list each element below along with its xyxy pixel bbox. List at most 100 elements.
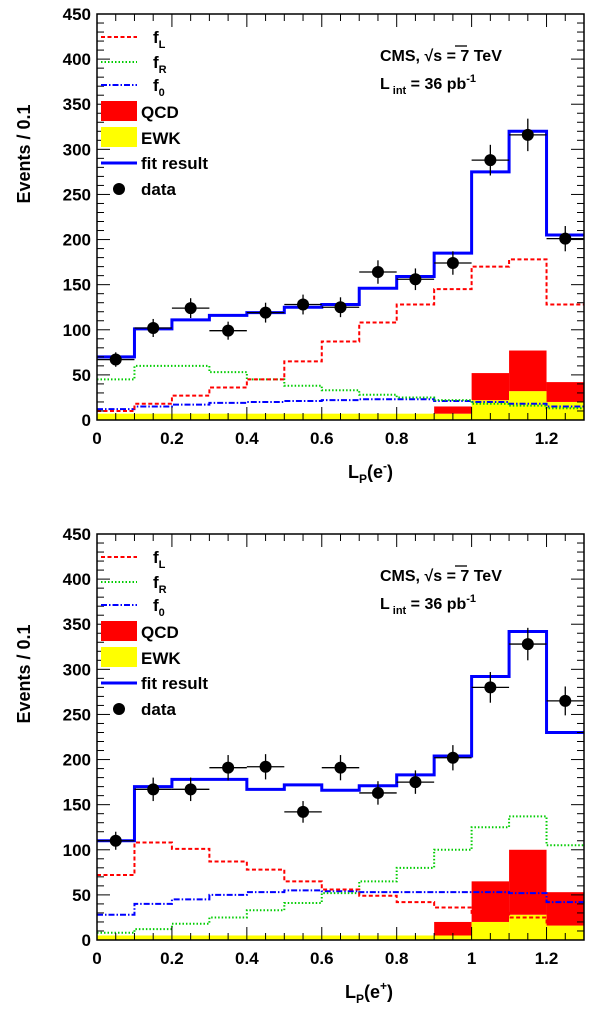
x-tick-label: 0.8 (385, 949, 409, 968)
data-point (409, 273, 422, 286)
panel-positron: 0 50 100 150 200 250 300 350 400 450 0 0.2 0.4 0.6 0.8… (14, 525, 585, 1006)
legend-label-qcd: QCD (141, 623, 179, 642)
x-axis-title: LP(e+) (345, 979, 393, 1006)
qcd-bar (509, 849, 547, 915)
ewk-bar (471, 921, 510, 940)
data-point (334, 761, 347, 774)
x-tick-label: 1.2 (535, 949, 559, 968)
y-axis-title: Events / 0.1 (14, 104, 34, 203)
y-tick-label: 400 (63, 50, 91, 69)
x-tick-label: 0.2 (160, 949, 184, 968)
fR-curve (97, 815, 584, 934)
cms-annotation: CMS, √s = 7 TeV L int = 36 pb-1 (380, 565, 502, 617)
legend-swatch-qcd (101, 621, 137, 641)
data-point (259, 760, 272, 773)
x-tick-label: 0.8 (385, 429, 409, 448)
data-point (109, 353, 122, 366)
data-point (371, 266, 384, 279)
fL-curve (97, 841, 584, 925)
data-point (446, 257, 459, 270)
qcd-bar (546, 892, 584, 926)
y-tick-label: 450 (63, 525, 91, 544)
legend-label-fR: fR (153, 573, 167, 596)
legend-label-data: data (141, 180, 177, 199)
data-point (484, 154, 497, 167)
y-tick-label: 350 (63, 615, 91, 634)
x-tick-label: 1.2 (535, 429, 559, 448)
ewk-bar (546, 925, 584, 940)
data-point (147, 321, 160, 334)
data-point (184, 783, 197, 796)
x-tick-label: 0.6 (310, 949, 334, 968)
y-tick-label: 200 (63, 751, 91, 770)
y-tick-label: 200 (63, 231, 91, 250)
legend-label-data: data (141, 700, 177, 719)
data-point (184, 302, 197, 315)
data-point (297, 805, 310, 818)
data-point (109, 834, 122, 847)
legend-label-qcd: QCD (141, 103, 179, 122)
y-axis-title: Events / 0.1 (14, 624, 34, 723)
y-tick-label: 400 (63, 570, 91, 589)
legend-label-ewk: EWK (141, 129, 181, 148)
y-tick-label: 350 (63, 95, 91, 114)
data-point (484, 681, 497, 694)
x-tick-label: 0 (92, 429, 101, 448)
f0-curve (97, 889, 584, 916)
legend-label-fR: fR (153, 53, 167, 76)
cms-energy-label: CMS, √s = 7 TeV (380, 48, 502, 65)
data-point (297, 298, 310, 311)
legend-swatch-data (113, 183, 125, 195)
y-tick-label: 150 (63, 276, 91, 295)
data-point (559, 232, 572, 245)
data-point (259, 306, 272, 319)
qcd-bar (471, 881, 510, 922)
ewk-bar (471, 400, 510, 420)
cms-annotation: CMS, √s = 7 TeV L int = 36 pb-1 (380, 45, 502, 97)
qcd-bar (509, 350, 547, 392)
y-tick-label: 250 (63, 705, 91, 724)
legend-label-f0: f0 (153, 596, 165, 619)
y-tick-label: 250 (63, 185, 91, 204)
data-point (521, 638, 534, 651)
x-tick-label: 0.4 (235, 949, 259, 968)
y-tick-label: 150 (63, 796, 91, 815)
legend-label-ewk: EWK (141, 649, 181, 668)
data-point (446, 751, 459, 764)
legend-label-fL: fL (153, 28, 166, 51)
qcd-bar (434, 406, 472, 414)
legend-label-fit: fit result (141, 674, 208, 693)
cms-energy-label: CMS, √s = 7 TeV (380, 568, 502, 585)
fit-result-curve (97, 629, 584, 843)
legend-swatch-qcd (101, 101, 137, 121)
qcd-bar (546, 382, 584, 402)
y-tick-label: 100 (63, 841, 91, 860)
y-tick-label: 0 (82, 411, 91, 430)
x-tick-label: 1 (467, 949, 476, 968)
legend-label-fL: fL (153, 548, 166, 571)
y-tick-label: 300 (63, 140, 91, 159)
y-tick-label: 0 (82, 931, 91, 950)
y-tick-label: 50 (72, 366, 91, 385)
data-point (222, 324, 235, 337)
legend-swatch-data (113, 703, 125, 715)
y-tick-label: 100 (63, 321, 91, 340)
panel-electron: 0 50 100 150 200 250 300 350 400 450 0 0.2 0.4 0.6 0.8… (14, 5, 585, 486)
data-point (409, 776, 422, 789)
x-tick-label: 0.2 (160, 429, 184, 448)
x-tick-label: 0.4 (235, 429, 259, 448)
x-tick-label: 0 (92, 949, 101, 968)
y-tick-label: 450 (63, 5, 91, 24)
legend-swatch-ewk (101, 127, 137, 147)
y-tick-label: 300 (63, 660, 91, 679)
x-tick-label: 0.6 (310, 429, 334, 448)
x-axis-title: LP(e-) (348, 459, 393, 486)
f0-curve (97, 398, 584, 411)
legend-label-fit: fit result (141, 154, 208, 173)
data-point (147, 783, 160, 796)
fL-curve (97, 258, 584, 412)
